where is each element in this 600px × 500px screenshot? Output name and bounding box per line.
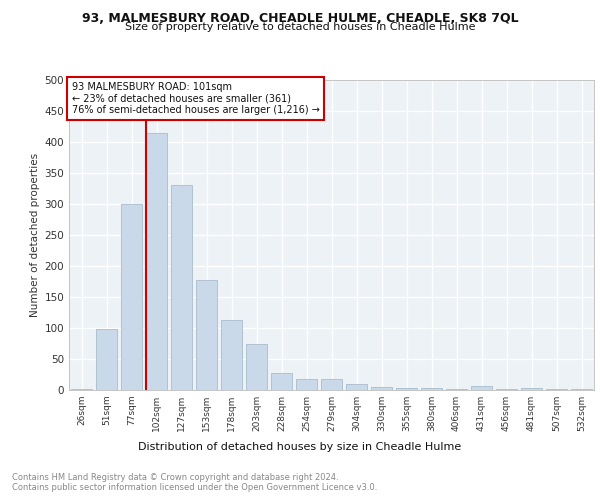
Bar bbox=[421, 388, 442, 390]
Bar bbox=[121, 204, 142, 390]
Bar bbox=[146, 132, 167, 390]
Bar bbox=[271, 374, 292, 390]
Bar bbox=[321, 380, 342, 390]
Bar bbox=[196, 280, 217, 390]
Bar bbox=[496, 389, 517, 390]
Text: 93, MALMESBURY ROAD, CHEADLE HULME, CHEADLE, SK8 7QL: 93, MALMESBURY ROAD, CHEADLE HULME, CHEA… bbox=[82, 12, 518, 26]
Text: Contains public sector information licensed under the Open Government Licence v3: Contains public sector information licen… bbox=[12, 482, 377, 492]
Bar bbox=[571, 389, 592, 390]
Text: Contains HM Land Registry data © Crown copyright and database right 2024.: Contains HM Land Registry data © Crown c… bbox=[12, 472, 338, 482]
Bar bbox=[446, 389, 467, 390]
Bar bbox=[71, 389, 92, 390]
Y-axis label: Number of detached properties: Number of detached properties bbox=[30, 153, 40, 317]
Bar bbox=[96, 329, 117, 390]
Bar bbox=[246, 344, 267, 390]
Bar bbox=[396, 388, 417, 390]
Text: Size of property relative to detached houses in Cheadle Hulme: Size of property relative to detached ho… bbox=[125, 22, 475, 32]
Bar bbox=[346, 384, 367, 390]
Bar bbox=[171, 186, 192, 390]
Bar bbox=[296, 379, 317, 390]
Bar bbox=[546, 389, 567, 390]
Bar bbox=[221, 320, 242, 390]
Text: Distribution of detached houses by size in Cheadle Hulme: Distribution of detached houses by size … bbox=[139, 442, 461, 452]
Bar bbox=[521, 388, 542, 390]
Bar bbox=[371, 387, 392, 390]
Bar bbox=[471, 386, 492, 390]
Text: 93 MALMESBURY ROAD: 101sqm
← 23% of detached houses are smaller (361)
76% of sem: 93 MALMESBURY ROAD: 101sqm ← 23% of deta… bbox=[71, 82, 320, 115]
